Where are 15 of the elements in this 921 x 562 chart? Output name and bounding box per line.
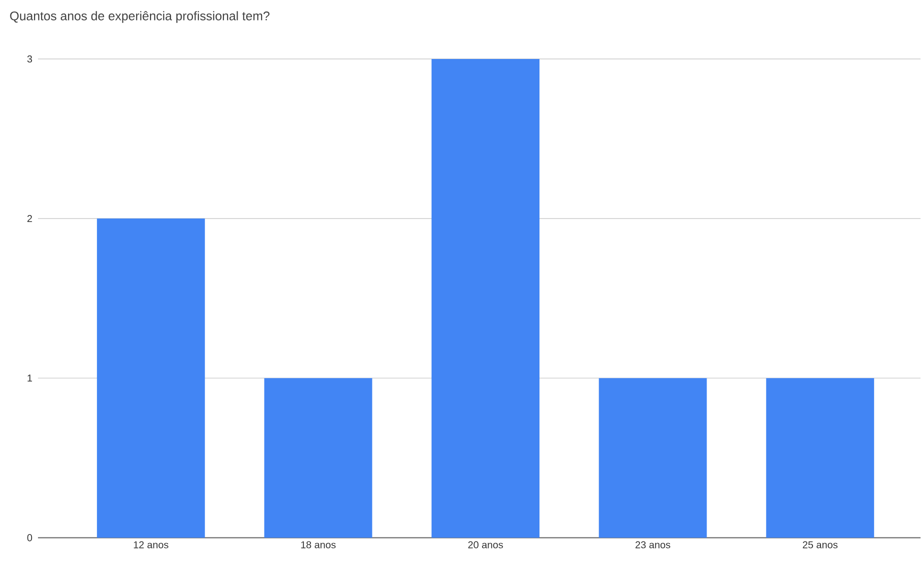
bar — [432, 59, 540, 538]
bar — [96, 218, 205, 538]
x-tick-label: 12 anos — [134, 541, 168, 548]
y-tick-label: 2 — [27, 215, 32, 222]
chart-title: Quantos anos de experiência profissional tem? — [10, 11, 270, 23]
bar — [598, 378, 707, 538]
x-tick-label: 20 anos — [468, 541, 503, 548]
x-tick-label: 23 anos — [636, 541, 670, 548]
y-tick-label: 0 — [27, 534, 32, 542]
x-tick-label: 18 anos — [301, 541, 336, 548]
y-tick-label: 3 — [27, 56, 32, 63]
y-tick-label: 1 — [28, 374, 32, 382]
x-tick-label: 25 anos — [802, 541, 838, 548]
bar — [264, 378, 372, 538]
bar — [766, 378, 874, 538]
